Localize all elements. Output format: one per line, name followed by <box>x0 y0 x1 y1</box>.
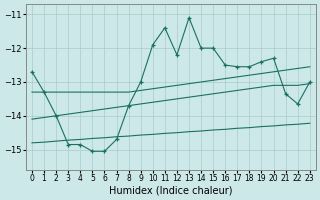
X-axis label: Humidex (Indice chaleur): Humidex (Indice chaleur) <box>109 186 233 196</box>
